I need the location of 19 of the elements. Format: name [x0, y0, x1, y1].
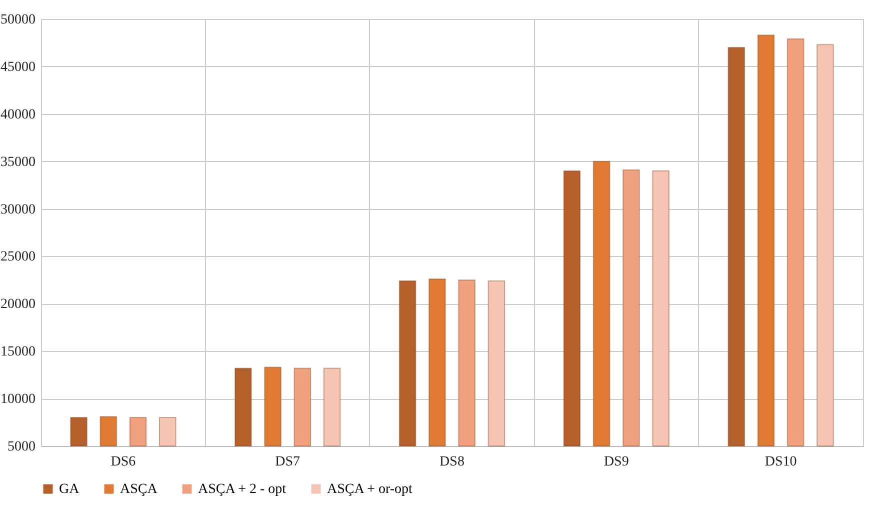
legend-label: ASÇA + or-opt	[327, 482, 413, 497]
y-tick-label: 50000	[0, 12, 36, 28]
y-tick-label: 35000	[0, 154, 36, 170]
legend-label: ASÇA + 2 - opt	[198, 482, 286, 497]
x-tick-label: DS10	[764, 454, 797, 470]
x-tick-label: DS8	[440, 454, 464, 470]
y-tick-label: 25000	[0, 250, 36, 265]
y-tick-label: 40000	[0, 107, 36, 122]
legend-label: ASÇA	[120, 482, 158, 497]
x-tick-label: DS9	[604, 454, 629, 470]
x-tick-label: DS7	[275, 454, 300, 470]
y-tick-label: 45000	[0, 60, 36, 75]
y-tick-label: 20000	[0, 297, 36, 312]
x-tick-label: DS6	[110, 454, 136, 470]
y-tick-label: 15000	[0, 344, 36, 360]
y-tick-label: 5000	[8, 440, 36, 454]
y-tick-label: 30000	[0, 202, 36, 218]
legend-label: GA	[59, 482, 80, 497]
y-tick-label: 10000	[0, 392, 36, 408]
